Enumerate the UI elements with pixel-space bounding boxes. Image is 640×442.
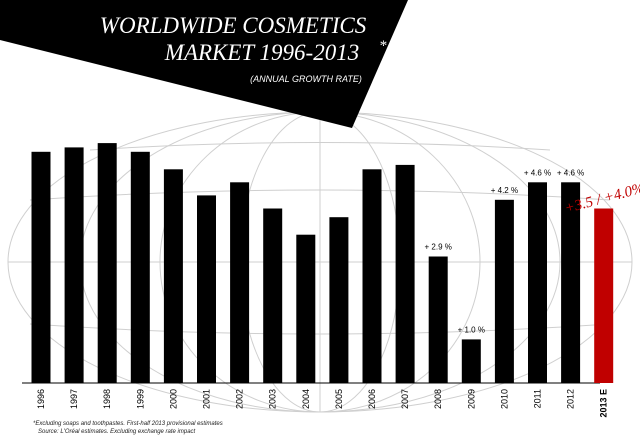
category-labels-group: 1996 1997 1998 1999 2000 2001 2002 2003 2004 2005… (36, 389, 609, 418)
tick-label-2006: 2006 (367, 389, 377, 409)
tick-label-2013-e: 2013 E (599, 389, 609, 418)
tick-label-2005: 2005 (334, 389, 344, 409)
tick-label-2003: 2003 (268, 389, 278, 409)
bar-1996 (31, 151, 51, 383)
bar-1999 (130, 151, 150, 383)
bar-2000 (163, 169, 183, 383)
data-label-2012: + 4.6 % (557, 168, 584, 177)
data-label-2011: + 4.6 % (524, 168, 551, 177)
tick-label-2004: 2004 (301, 389, 311, 409)
footnote-line2: Source: L'Oréal estimates. Excluding exc… (38, 429, 196, 435)
data-label-2010: + 4.2 % (491, 186, 518, 195)
bar-2008 (428, 256, 448, 383)
tick-label-2000: 2000 (168, 389, 178, 409)
tick-label-1998: 1998 (102, 389, 112, 409)
bar-2009 (461, 339, 481, 383)
tick-label-2001: 2001 (202, 389, 212, 409)
bar-2004 (296, 234, 316, 383)
bar-2002 (230, 182, 250, 383)
footnote-line1: *Excluding soaps and toothpastes. First-… (33, 421, 223, 427)
tick-label-2007: 2007 (400, 389, 410, 409)
chart-title-mark: * (379, 38, 387, 54)
tick-label-1997: 1997 (69, 389, 79, 409)
bar-2011 (528, 182, 547, 383)
tick-label-1999: 1999 (135, 389, 145, 409)
bar-2013-e (594, 208, 614, 383)
tick-label-1996: 1996 (36, 389, 46, 409)
bar-2005 (329, 217, 349, 383)
bar-1998 (97, 143, 117, 383)
bar-2006 (362, 169, 382, 383)
bars-group (31, 143, 614, 383)
bar-2012 (561, 182, 581, 383)
tick-label-2008: 2008 (433, 389, 443, 409)
chart-title-line2: MARKET 1996-2013 (164, 40, 359, 65)
data-label-2008: + 2.9 % (425, 243, 452, 252)
bar-2010 (494, 199, 514, 383)
bar-2001 (197, 195, 216, 383)
tick-label-2010: 2010 (499, 389, 509, 409)
tick-label-2011: 2011 (533, 389, 543, 408)
bar-2003 (263, 208, 283, 383)
tick-label-2009: 2009 (466, 389, 476, 409)
chart-subtitle: (ANNUAL GROWTH RATE) (250, 74, 362, 84)
bar-1997 (64, 147, 84, 383)
tick-label-2012: 2012 (566, 389, 576, 409)
data-label-2009: + 1.0 % (458, 325, 485, 334)
bar-2007 (395, 164, 415, 383)
chart-title-line1: WORLDWIDE COSMETICS (100, 13, 367, 38)
title-banner (0, 0, 408, 128)
tick-label-2002: 2002 (235, 389, 245, 409)
